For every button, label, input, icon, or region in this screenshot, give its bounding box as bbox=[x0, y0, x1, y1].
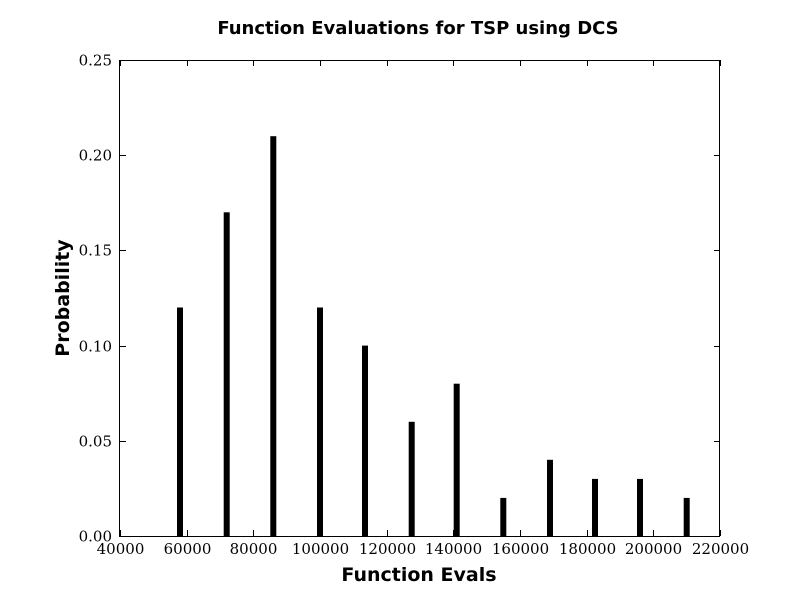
y-tick-label: 0.15 bbox=[79, 242, 112, 260]
bar bbox=[547, 459, 553, 536]
bars bbox=[177, 136, 690, 537]
y-tick-label: 0.00 bbox=[79, 528, 112, 546]
x-tick-label: 100000 bbox=[292, 540, 349, 558]
x-axis: 40000 60000 80000 100000 120000 140000 160000 1… bbox=[97, 60, 749, 558]
y-axis-label: Probability bbox=[52, 239, 74, 357]
x-tick-label: 40000 bbox=[97, 540, 145, 558]
x-tick-label: 140000 bbox=[425, 540, 482, 558]
x-tick-label: 60000 bbox=[164, 540, 212, 558]
y-tick-label: 0.20 bbox=[79, 147, 112, 165]
x-tick-label: 220000 bbox=[692, 540, 749, 558]
y-tick-label: 0.25 bbox=[79, 52, 112, 70]
x-tick-label: 80000 bbox=[230, 540, 278, 558]
chart-title: Function Evaluations for TSP using DCS bbox=[217, 18, 618, 39]
x-tick-label: 120000 bbox=[359, 540, 416, 558]
bar bbox=[362, 345, 368, 536]
bar bbox=[683, 497, 690, 536]
x-tick-label: 160000 bbox=[492, 540, 549, 558]
y-tick-label: 0.10 bbox=[79, 338, 112, 356]
bar bbox=[592, 478, 598, 536]
bar bbox=[453, 383, 460, 536]
y-axis: 0.00 0.05 0.10 0.15 0.20 0.25 bbox=[79, 52, 720, 546]
bar bbox=[637, 478, 643, 536]
x-axis-label: Function Evals bbox=[341, 564, 496, 586]
bar bbox=[270, 136, 277, 536]
plot-frame bbox=[119, 60, 720, 537]
y-tick-label: 0.05 bbox=[79, 433, 112, 451]
bar bbox=[317, 307, 323, 536]
x-tick-label: 180000 bbox=[559, 540, 616, 558]
x-tick-label: 200000 bbox=[625, 540, 682, 558]
bar bbox=[500, 497, 507, 536]
bar bbox=[223, 212, 230, 537]
bar bbox=[408, 421, 415, 536]
bar bbox=[177, 307, 183, 536]
